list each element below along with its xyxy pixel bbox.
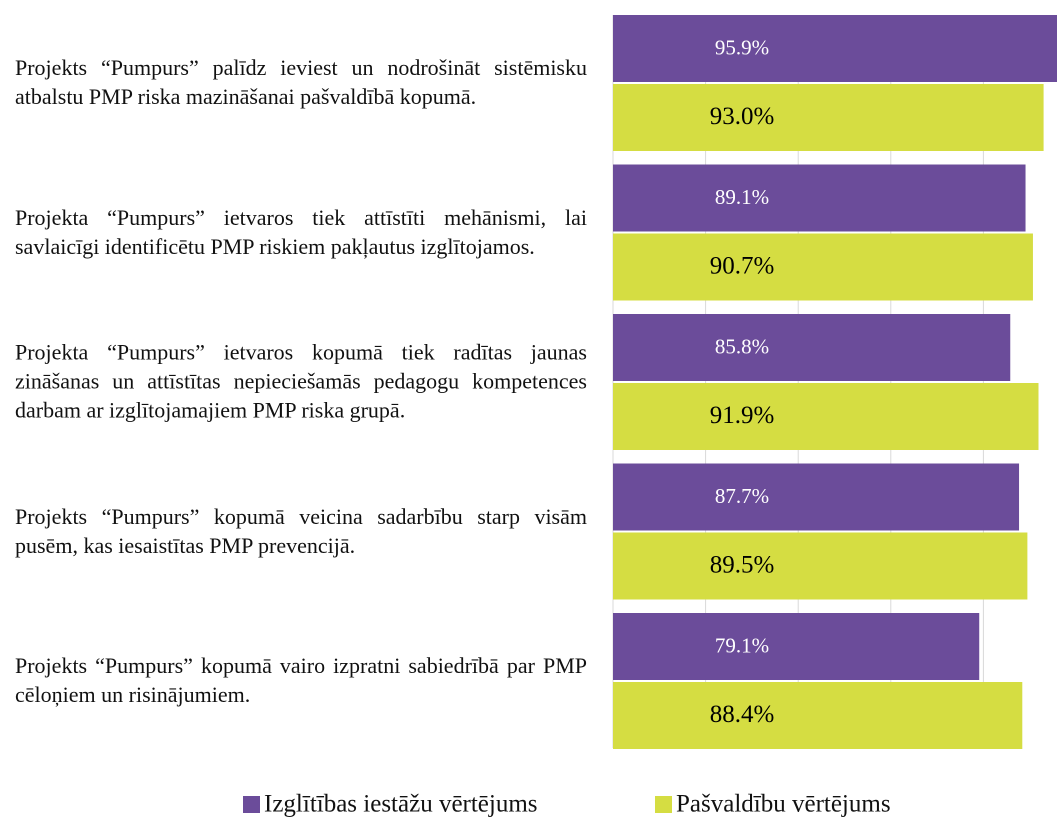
data-label: 95.9% (715, 35, 769, 59)
bar (613, 613, 980, 680)
data-label: 85.8% (715, 334, 769, 358)
legend-label: Izglītības iestāžu vērtējums (264, 791, 538, 818)
legend-label: Pašvaldību vērtējums (676, 791, 891, 818)
category-label: Projekta “Pumpurs” ietvaros tiek attīstī… (15, 204, 587, 259)
bar (613, 383, 1039, 450)
data-label: 89.5% (710, 552, 775, 579)
legend-swatch (655, 796, 672, 813)
bar (613, 15, 1057, 82)
data-label: 93.0% (710, 103, 775, 130)
bar (613, 682, 1023, 749)
category-label: Projekts “Pumpurs” kopumā vairo izpratni… (15, 653, 587, 707)
data-label: 79.1% (715, 633, 769, 657)
category-label: Projekts “Pumpurs” kopumā veicina sadarb… (15, 503, 587, 558)
bar (613, 532, 1028, 600)
legend-swatch (243, 796, 260, 813)
category-label: Projekts “Pumpurs” palīdz ieviest un nod… (15, 55, 587, 109)
data-label: 91.9% (710, 402, 775, 429)
bar (613, 314, 1011, 381)
bar (613, 463, 1020, 531)
bar (613, 233, 1033, 301)
bar (613, 84, 1044, 151)
data-label: 89.1% (715, 185, 769, 209)
data-label: 88.4% (710, 701, 775, 728)
bar (613, 164, 1026, 232)
data-label: 90.7% (710, 253, 775, 280)
data-label: 87.7% (715, 484, 769, 508)
category-label: Projekta “Pumpurs” ietvaros kopumā tiek … (15, 339, 587, 423)
